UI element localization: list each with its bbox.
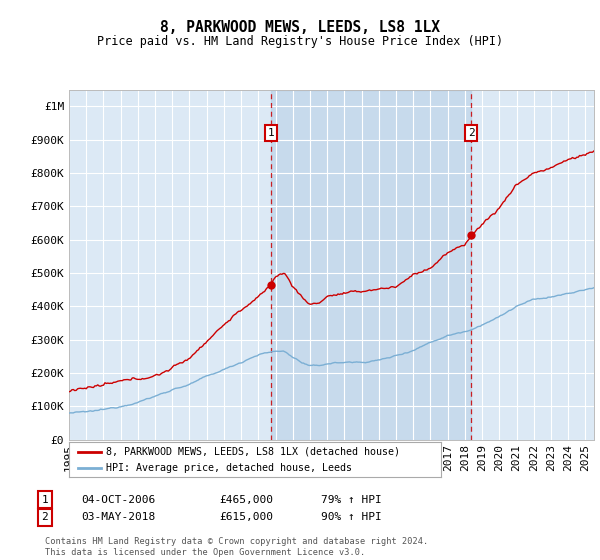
- Text: £615,000: £615,000: [219, 512, 273, 522]
- Text: 79% ↑ HPI: 79% ↑ HPI: [321, 494, 382, 505]
- Text: £465,000: £465,000: [219, 494, 273, 505]
- Text: 8, PARKWOOD MEWS, LEEDS, LS8 1LX: 8, PARKWOOD MEWS, LEEDS, LS8 1LX: [160, 20, 440, 35]
- Bar: [271, 90, 471, 440]
- Text: 04-OCT-2006: 04-OCT-2006: [81, 494, 155, 505]
- Text: 2: 2: [41, 512, 49, 522]
- Text: 90% ↑ HPI: 90% ↑ HPI: [321, 512, 382, 522]
- Text: Price paid vs. HM Land Registry's House Price Index (HPI): Price paid vs. HM Land Registry's House …: [97, 35, 503, 48]
- Text: 1: 1: [268, 128, 275, 138]
- Text: 1: 1: [41, 494, 49, 505]
- Text: 03-MAY-2018: 03-MAY-2018: [81, 512, 155, 522]
- Text: HPI: Average price, detached house, Leeds: HPI: Average price, detached house, Leed…: [106, 463, 352, 473]
- Text: 2: 2: [468, 128, 475, 138]
- Text: Contains HM Land Registry data © Crown copyright and database right 2024.
This d: Contains HM Land Registry data © Crown c…: [45, 537, 428, 557]
- Text: 8, PARKWOOD MEWS, LEEDS, LS8 1LX (detached house): 8, PARKWOOD MEWS, LEEDS, LS8 1LX (detach…: [106, 447, 400, 457]
